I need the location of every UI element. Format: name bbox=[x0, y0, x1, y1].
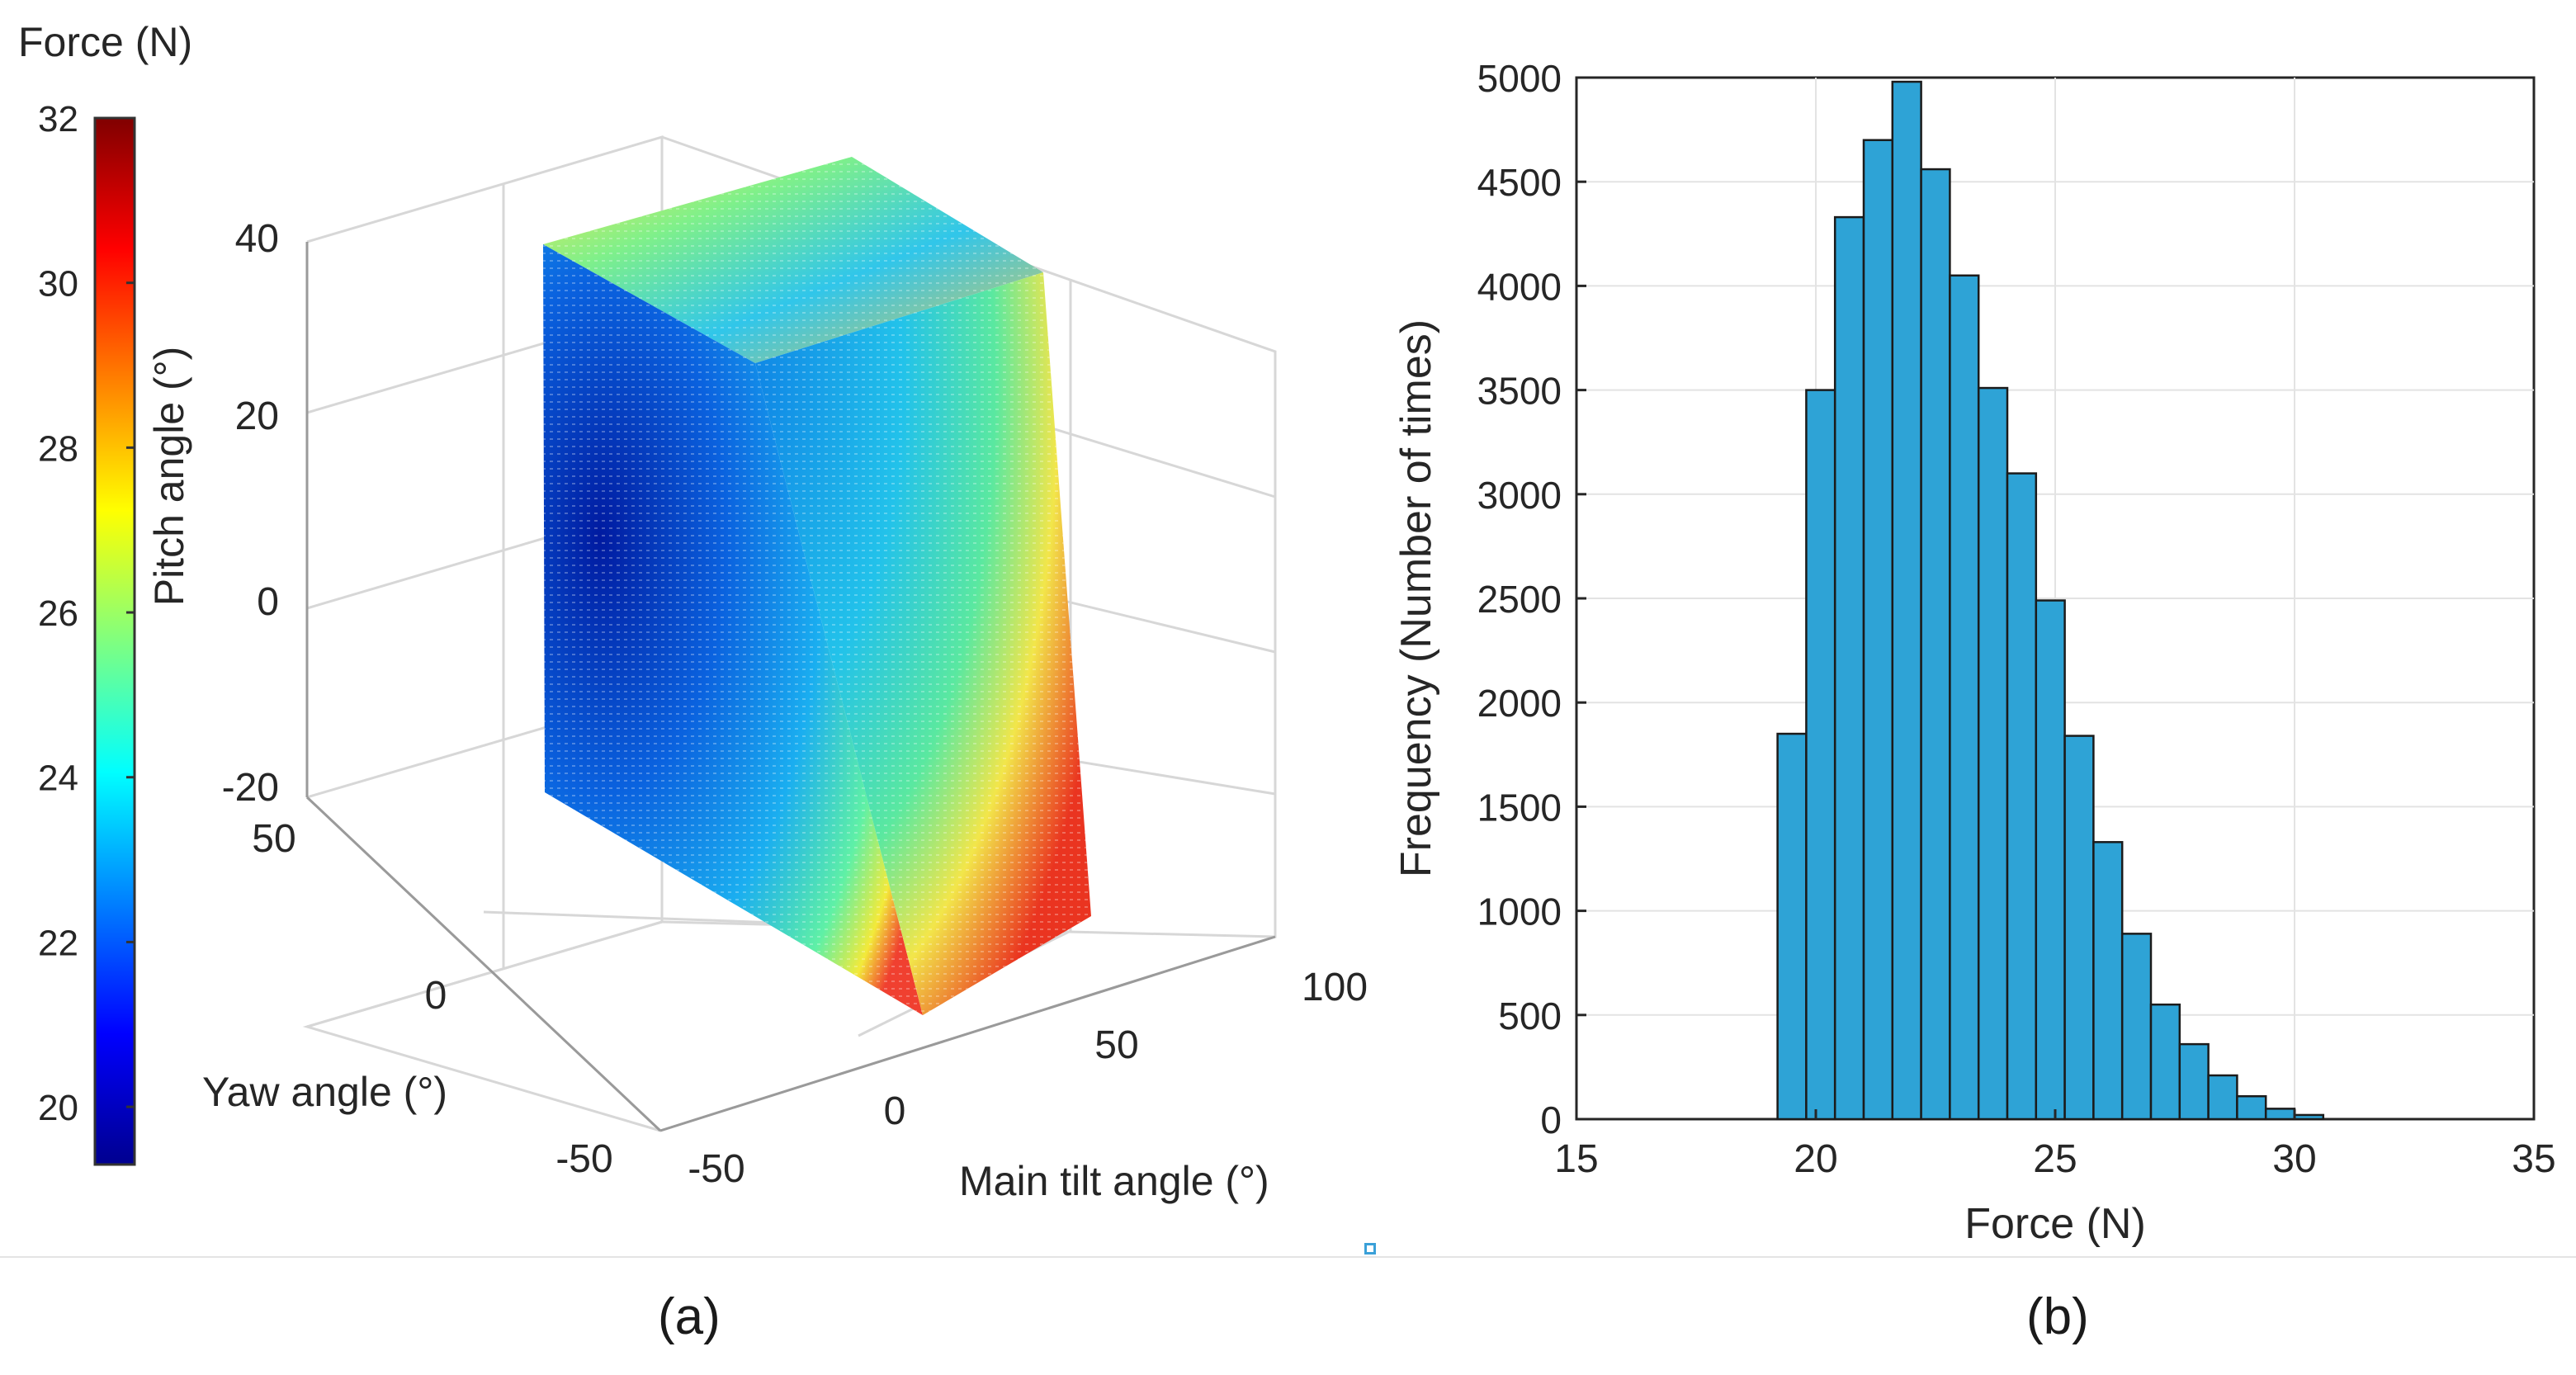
histogram-bar bbox=[2120, 933, 2153, 1121]
histogram-bar bbox=[1805, 389, 1836, 1121]
y-tick-label: 3500 bbox=[1477, 370, 1562, 413]
y-tick-label: 500 bbox=[1498, 995, 1562, 1037]
histogram-bar bbox=[1862, 139, 1894, 1121]
histogram-bar bbox=[2035, 599, 2066, 1121]
y-tick-label: 3000 bbox=[1477, 474, 1562, 517]
y-tick-label: 4000 bbox=[1477, 265, 1562, 308]
histogram-bar bbox=[2264, 1108, 2296, 1121]
histogram-bar bbox=[2293, 1113, 2325, 1121]
panel-b: 0 500 1000 1500 2000 2500 3000 3500 4000 4500 5000… bbox=[1392, 57, 2556, 1248]
y-tick-label: 5000 bbox=[1477, 57, 1562, 100]
histogram-bar bbox=[2178, 1042, 2210, 1121]
y-tick-minus50: -50 bbox=[555, 1137, 612, 1181]
colorbar-tick-label: 24 bbox=[38, 758, 78, 799]
z-axis-label: Pitch angle (°) bbox=[146, 347, 192, 607]
histogram-x-label: Force (N) bbox=[1964, 1200, 2146, 1248]
colorbar-tick-label: 22 bbox=[38, 923, 78, 963]
x-tick-label: 25 bbox=[2033, 1137, 2077, 1181]
histogram-bar bbox=[1891, 80, 1922, 1121]
x-tick-label: 15 bbox=[1554, 1137, 1598, 1181]
y-tick-label: 2000 bbox=[1477, 682, 1562, 725]
histogram-bar bbox=[2149, 1003, 2181, 1121]
histogram-x-ticks: 15 20 25 30 35 bbox=[1554, 1109, 2556, 1181]
point-cloud bbox=[543, 157, 1091, 1015]
caption-b: (b) bbox=[2026, 1288, 2089, 1345]
histogram-bar bbox=[2236, 1094, 2267, 1121]
z-tick-20: 20 bbox=[235, 395, 279, 438]
colorbar-tick-label: 26 bbox=[38, 593, 78, 634]
x-tick-label: 35 bbox=[2512, 1137, 2555, 1181]
y-tick-50: 50 bbox=[252, 817, 295, 861]
x-tick-0: 0 bbox=[884, 1089, 906, 1133]
colorbar-tick-label: 30 bbox=[38, 264, 78, 305]
histogram-bar bbox=[1949, 274, 1980, 1121]
y-tick-0: 0 bbox=[425, 974, 447, 1018]
x-tick-50: 50 bbox=[1094, 1023, 1138, 1067]
colorbar-tick-label: 28 bbox=[38, 428, 78, 469]
z-tick-0: 0 bbox=[257, 580, 279, 624]
x-tick-label: 30 bbox=[2272, 1137, 2316, 1181]
colorbar-title: Force (N) bbox=[18, 19, 192, 65]
y-tick-label: 4500 bbox=[1477, 161, 1562, 204]
histogram-bar bbox=[2092, 841, 2124, 1121]
z-tick-minus20: -20 bbox=[222, 766, 279, 810]
small-square-marker bbox=[1364, 1243, 1376, 1255]
colorbar-tick-label: 32 bbox=[38, 99, 78, 139]
histogram-bar bbox=[2006, 472, 2038, 1121]
x-tick-label: 20 bbox=[1794, 1137, 1837, 1181]
y-tick-label: 1500 bbox=[1477, 786, 1562, 829]
panel-a: 20 22 24 26 28 30 32 Force (N) 40 20 0 -20 Pit… bbox=[18, 19, 1368, 1204]
y-tick-label: 0 bbox=[1540, 1099, 1562, 1141]
histogram-bars bbox=[1776, 80, 2325, 1121]
histogram-bar bbox=[1776, 732, 1808, 1121]
x-axis-label: Main tilt angle (°) bbox=[959, 1158, 1269, 1204]
y-tick-label: 1000 bbox=[1477, 891, 1562, 933]
y-axis-label: Yaw angle (°) bbox=[202, 1069, 447, 1115]
caption-separator bbox=[0, 1256, 2576, 1258]
z-tick-40: 40 bbox=[235, 217, 279, 261]
colorbar-tick-label: 20 bbox=[38, 1088, 78, 1128]
y-tick-label: 2500 bbox=[1477, 578, 1562, 621]
colorbar bbox=[93, 116, 136, 1166]
panel-a-axes bbox=[305, 242, 1276, 1132]
histogram-bar bbox=[2063, 735, 2095, 1121]
histogram-bar bbox=[1833, 215, 1865, 1121]
histogram-bar bbox=[1977, 386, 2009, 1121]
histogram-bar bbox=[2207, 1074, 2238, 1121]
histogram-y-ticks: 0 500 1000 1500 2000 2500 3000 3500 4000 4500 5000 bbox=[1477, 57, 1586, 1141]
histogram-y-label: Frequency (Number of times) bbox=[1392, 319, 1440, 877]
colorbar-ticks: 20 22 24 26 28 30 32 bbox=[38, 99, 135, 1128]
caption-a: (a) bbox=[658, 1288, 721, 1345]
cloud-texture bbox=[543, 157, 1091, 1015]
x-tick-100: 100 bbox=[1302, 966, 1368, 1009]
histogram-bar bbox=[1920, 168, 1951, 1121]
x-tick-minus50: -50 bbox=[688, 1147, 744, 1191]
